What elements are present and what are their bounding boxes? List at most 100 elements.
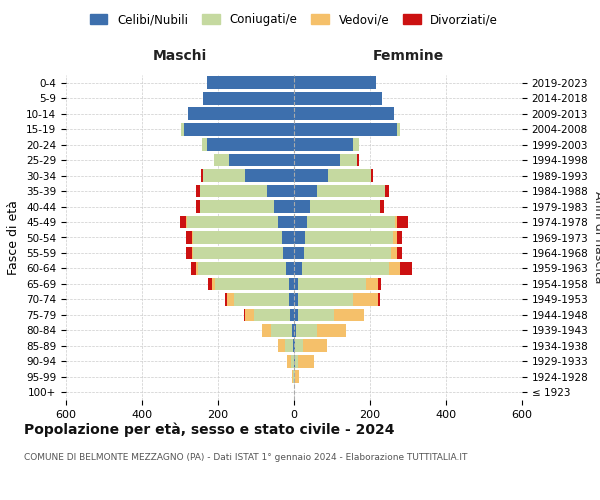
Bar xyxy=(271,324,292,336)
Bar xyxy=(186,231,192,244)
Bar xyxy=(294,355,295,368)
Bar xyxy=(294,293,298,306)
Bar xyxy=(206,138,294,151)
Bar xyxy=(186,216,187,228)
Bar xyxy=(200,184,266,198)
Bar xyxy=(294,231,305,244)
Bar xyxy=(366,278,377,290)
Bar xyxy=(215,278,289,290)
Text: COMUNE DI BELMONTE MEZZAGNO (PA) - Dati ISTAT 1° gennaio 2024 - Elaborazione TUT: COMUNE DI BELMONTE MEZZAGNO (PA) - Dati … xyxy=(24,452,467,462)
Bar xyxy=(245,169,294,182)
Bar xyxy=(196,262,198,275)
Bar xyxy=(294,324,296,336)
Bar xyxy=(282,231,294,244)
Bar xyxy=(298,308,334,321)
Bar xyxy=(188,108,294,120)
Bar xyxy=(294,169,328,182)
Bar xyxy=(196,200,200,213)
Bar xyxy=(225,293,227,306)
Bar xyxy=(328,169,371,182)
Bar xyxy=(286,262,294,275)
Bar xyxy=(192,246,193,260)
Bar xyxy=(292,324,294,336)
Bar xyxy=(293,370,294,383)
Bar xyxy=(304,246,391,260)
Bar xyxy=(245,308,254,321)
Bar xyxy=(317,324,346,336)
Bar xyxy=(196,184,200,198)
Bar xyxy=(193,231,282,244)
Bar xyxy=(294,76,376,89)
Bar xyxy=(294,154,340,166)
Y-axis label: Anni di nascita: Anni di nascita xyxy=(592,191,600,284)
Bar xyxy=(292,370,293,383)
Bar xyxy=(289,278,294,290)
Bar xyxy=(294,216,307,228)
Legend: Celibi/Nubili, Coniugati/e, Vedovi/e, Divorziati/e: Celibi/Nubili, Coniugati/e, Vedovi/e, Di… xyxy=(85,8,503,31)
Bar xyxy=(294,108,394,120)
Bar xyxy=(293,340,294,352)
Bar xyxy=(202,138,206,151)
Bar xyxy=(227,293,235,306)
Bar xyxy=(296,324,317,336)
Bar xyxy=(229,154,294,166)
Bar xyxy=(295,370,299,383)
Bar xyxy=(198,262,286,275)
Bar xyxy=(340,154,357,166)
Bar xyxy=(294,92,382,104)
Bar xyxy=(200,200,274,213)
Bar xyxy=(187,246,192,260)
Y-axis label: Fasce di età: Fasce di età xyxy=(7,200,20,275)
Bar xyxy=(397,231,403,244)
Bar xyxy=(377,278,382,290)
Bar xyxy=(302,262,389,275)
Bar xyxy=(187,216,278,228)
Bar xyxy=(298,278,366,290)
Bar xyxy=(294,246,304,260)
Bar xyxy=(400,262,412,275)
Bar xyxy=(184,123,294,136)
Bar xyxy=(385,184,389,198)
Bar xyxy=(397,216,408,228)
Bar xyxy=(208,278,212,290)
Bar xyxy=(192,231,193,244)
Bar xyxy=(181,216,186,228)
Bar xyxy=(294,262,302,275)
Bar xyxy=(397,246,403,260)
Bar xyxy=(294,370,295,383)
Bar xyxy=(285,340,293,352)
Bar xyxy=(305,231,393,244)
Bar xyxy=(201,169,203,182)
Bar xyxy=(310,200,380,213)
Bar xyxy=(356,154,359,166)
Bar xyxy=(254,308,290,321)
Bar xyxy=(262,324,271,336)
Bar xyxy=(395,216,397,228)
Bar xyxy=(298,293,353,306)
Bar xyxy=(193,246,283,260)
Bar xyxy=(294,123,397,136)
Bar xyxy=(307,216,395,228)
Bar xyxy=(294,340,295,352)
Bar xyxy=(274,200,294,213)
Bar xyxy=(353,293,377,306)
Bar xyxy=(287,355,290,368)
Bar xyxy=(303,340,328,352)
Bar xyxy=(295,355,298,368)
Bar xyxy=(214,154,229,166)
Bar xyxy=(377,293,380,306)
Bar xyxy=(295,340,303,352)
Bar xyxy=(294,278,298,290)
Bar xyxy=(294,184,317,198)
Bar xyxy=(317,184,385,198)
Bar xyxy=(391,246,397,260)
Bar xyxy=(203,92,294,104)
Bar xyxy=(244,308,245,321)
Bar xyxy=(380,200,384,213)
Bar xyxy=(266,184,294,198)
Text: Popolazione per età, sesso e stato civile - 2024: Popolazione per età, sesso e stato civil… xyxy=(24,422,395,437)
Bar xyxy=(397,123,400,136)
Bar xyxy=(298,355,314,368)
Text: Maschi: Maschi xyxy=(153,48,207,62)
Bar xyxy=(289,293,294,306)
